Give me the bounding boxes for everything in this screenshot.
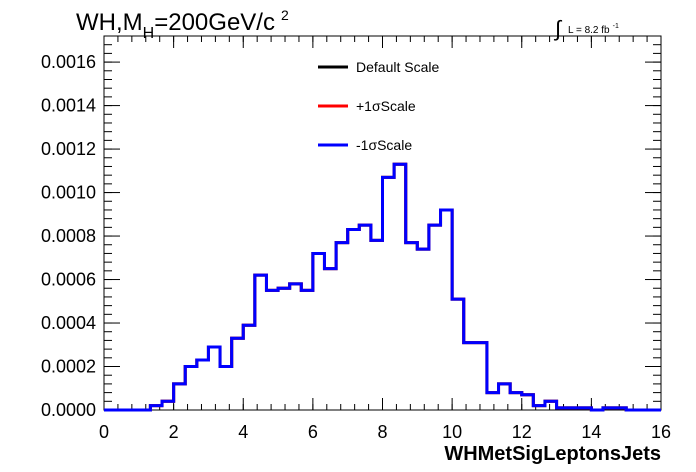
x-tick-label: 0 bbox=[99, 422, 109, 442]
y-tick-label: 0.0014 bbox=[41, 96, 96, 116]
legend-label: +1σScale bbox=[356, 98, 416, 114]
x-tick-label: 8 bbox=[377, 422, 387, 442]
x-tick-label: 16 bbox=[651, 422, 671, 442]
series-group bbox=[104, 162, 661, 412]
legend: Default Scale +1σScale -1σScale bbox=[318, 59, 439, 153]
series-line-3 bbox=[104, 162, 661, 412]
y-tick-label: 0.0012 bbox=[41, 139, 96, 159]
title-subscript: H bbox=[143, 25, 155, 42]
y-tick-label: 0.0016 bbox=[41, 52, 96, 72]
x-tick-label: 10 bbox=[442, 422, 462, 442]
x-tick-label: 14 bbox=[581, 422, 601, 442]
y-tick-label: 0.0002 bbox=[41, 357, 96, 377]
luminosity-text: L = 8.2 fb bbox=[568, 25, 610, 36]
y-tick-label: 0.0004 bbox=[41, 313, 96, 333]
title-suffix: =200GeV/c bbox=[154, 9, 275, 36]
x-tick-labels: 0 2 4 6 8 10 12 14 16 bbox=[99, 422, 671, 442]
chart-title: WH,MH=200GeV/c 2 bbox=[76, 7, 289, 42]
x-axis-title: WHMetSigLeptonsJets bbox=[444, 443, 661, 465]
title-prefix: WH,M bbox=[76, 9, 143, 36]
title-superscript: 2 bbox=[281, 7, 289, 23]
x-tick-label: 2 bbox=[169, 422, 179, 442]
x-tick-label: 12 bbox=[512, 422, 532, 442]
legend-label: Default Scale bbox=[356, 59, 439, 75]
x-tick-label: 6 bbox=[308, 422, 318, 442]
y-tick-labels: 0.0000 0.0002 0.0004 0.0006 0.0008 0.0010 0.00… bbox=[41, 52, 96, 420]
y-tick-label: 0.0010 bbox=[41, 183, 96, 203]
luminosity-label: L = 8.2 fb -1 bbox=[568, 23, 619, 36]
x-tick-label: 4 bbox=[238, 422, 248, 442]
legend-label: -1σScale bbox=[356, 137, 412, 153]
integral-symbol: ∫ bbox=[553, 16, 563, 41]
y-tick-label: 0.0006 bbox=[41, 270, 96, 290]
y-tick-label: 0.0000 bbox=[41, 400, 96, 420]
luminosity-superscript: -1 bbox=[613, 23, 619, 30]
y-tick-label: 0.0008 bbox=[41, 226, 96, 246]
